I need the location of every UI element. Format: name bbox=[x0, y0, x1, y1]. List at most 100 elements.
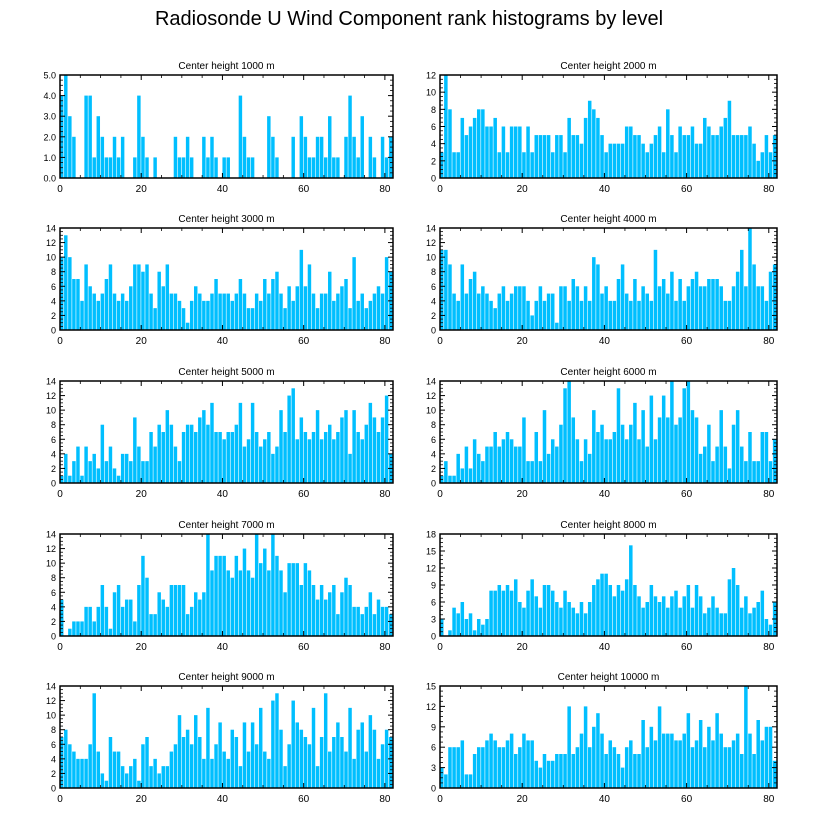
histogram-bar bbox=[641, 720, 645, 788]
histogram-bar bbox=[352, 136, 356, 178]
histogram-bar bbox=[169, 424, 174, 483]
histogram-bar bbox=[518, 286, 522, 330]
histogram-bar bbox=[620, 767, 625, 788]
histogram-bar bbox=[460, 468, 465, 483]
histogram-bar bbox=[493, 590, 497, 636]
histogram-bar bbox=[563, 590, 567, 636]
histogram-bar bbox=[311, 707, 316, 788]
histogram-bar bbox=[559, 607, 563, 636]
histogram-bar bbox=[711, 279, 715, 330]
histogram-bar bbox=[68, 257, 72, 330]
histogram-bar bbox=[666, 417, 670, 483]
histogram-bar bbox=[246, 751, 251, 788]
histogram-bar bbox=[661, 733, 666, 788]
histogram-bar bbox=[703, 117, 707, 178]
histogram-bar bbox=[165, 766, 170, 788]
histogram-bar bbox=[137, 585, 141, 636]
histogram-bar bbox=[719, 733, 723, 788]
histogram-bar bbox=[772, 760, 777, 788]
histogram-bar bbox=[596, 117, 600, 178]
histogram-bar bbox=[596, 432, 600, 483]
histogram-bar bbox=[686, 286, 691, 330]
histogram-bar bbox=[76, 446, 80, 483]
histogram-bar bbox=[666, 293, 670, 330]
histogram-bar bbox=[226, 293, 230, 330]
y-tick-label: 14 bbox=[46, 530, 56, 540]
histogram-panel: Center height 7000 m 0 2 4 6 8 10 12 14 0 20 40 60 80 bbox=[46, 520, 394, 653]
histogram-bar bbox=[476, 747, 481, 788]
histogram-bar bbox=[522, 733, 526, 788]
histogram-bar bbox=[145, 264, 149, 330]
x-tick-label: 40 bbox=[599, 794, 611, 805]
histogram-bar bbox=[254, 534, 259, 636]
y-tick-label: 2 bbox=[51, 769, 56, 779]
histogram-bar bbox=[744, 135, 748, 178]
histogram-bar bbox=[666, 733, 670, 788]
histogram-bar bbox=[612, 300, 617, 330]
histogram-bar bbox=[129, 286, 133, 330]
histogram-bar bbox=[452, 293, 456, 330]
histogram-bar bbox=[764, 619, 769, 636]
histogram-bar bbox=[624, 293, 629, 330]
histogram-bar bbox=[275, 446, 279, 483]
y-tick-label: 8 bbox=[431, 105, 436, 115]
histogram-bar bbox=[756, 461, 760, 483]
histogram-panel: Center height 9000 m 0 2 4 6 8 10 12 14 0 20 40 60 80 bbox=[46, 672, 394, 805]
histogram-bar bbox=[360, 116, 364, 178]
histogram-bar bbox=[120, 293, 125, 330]
histogram-bar bbox=[707, 726, 711, 788]
histogram-bar bbox=[356, 300, 360, 330]
histogram-bar bbox=[352, 758, 356, 788]
y-tick-label: 0 bbox=[431, 174, 436, 184]
x-tick-label: 20 bbox=[517, 642, 529, 653]
histogram-bar bbox=[328, 751, 332, 788]
histogram-bar bbox=[567, 381, 571, 483]
histogram-bar bbox=[218, 293, 222, 330]
y-tick-label: 6 bbox=[51, 588, 56, 598]
histogram-bar bbox=[238, 402, 243, 483]
histogram-bar bbox=[768, 152, 773, 178]
histogram-bar bbox=[149, 293, 153, 330]
histogram-bar bbox=[165, 606, 170, 636]
histogram-bar bbox=[587, 602, 592, 636]
y-tick-label: 4 bbox=[431, 449, 436, 459]
histogram-bar bbox=[653, 439, 658, 483]
histogram-bar bbox=[542, 754, 547, 788]
histogram-bar bbox=[72, 751, 76, 788]
histogram-bar bbox=[513, 286, 518, 330]
histogram-bar bbox=[649, 585, 654, 636]
histogram-bar bbox=[230, 432, 235, 483]
histogram-bar bbox=[250, 577, 255, 636]
histogram-bar bbox=[254, 744, 259, 788]
y-tick-label: 18 bbox=[426, 530, 436, 540]
histogram-bar bbox=[592, 410, 596, 483]
histogram-bar bbox=[210, 758, 214, 788]
histogram-bar bbox=[616, 143, 621, 178]
y-tick-label: 3.0 bbox=[43, 112, 56, 122]
y-tick-label: 10 bbox=[46, 406, 56, 416]
histogram-bar bbox=[258, 707, 263, 788]
histogram-bar bbox=[649, 300, 654, 330]
histogram-bar bbox=[291, 700, 295, 788]
histogram-bar bbox=[96, 606, 101, 636]
histogram-bar bbox=[666, 109, 670, 178]
x-tick-label: 20 bbox=[136, 489, 148, 500]
histogram-bar bbox=[608, 143, 613, 178]
histogram-bar bbox=[206, 707, 210, 788]
histogram-bar bbox=[670, 381, 674, 483]
histogram-bar bbox=[173, 585, 178, 636]
x-tick-label: 0 bbox=[57, 794, 63, 805]
histogram-bar bbox=[670, 271, 674, 330]
histogram-bar bbox=[364, 751, 369, 788]
histogram-bar bbox=[263, 548, 267, 636]
histogram-bar bbox=[748, 613, 752, 636]
histogram-bar bbox=[307, 744, 312, 788]
y-tick-label: 8 bbox=[51, 420, 56, 430]
histogram-bar bbox=[641, 286, 645, 330]
histogram-bar bbox=[456, 453, 460, 483]
histogram-bar bbox=[323, 599, 328, 636]
histogram-bar bbox=[364, 606, 369, 636]
x-tick-label: 0 bbox=[437, 794, 443, 805]
histogram-bar bbox=[563, 152, 567, 178]
